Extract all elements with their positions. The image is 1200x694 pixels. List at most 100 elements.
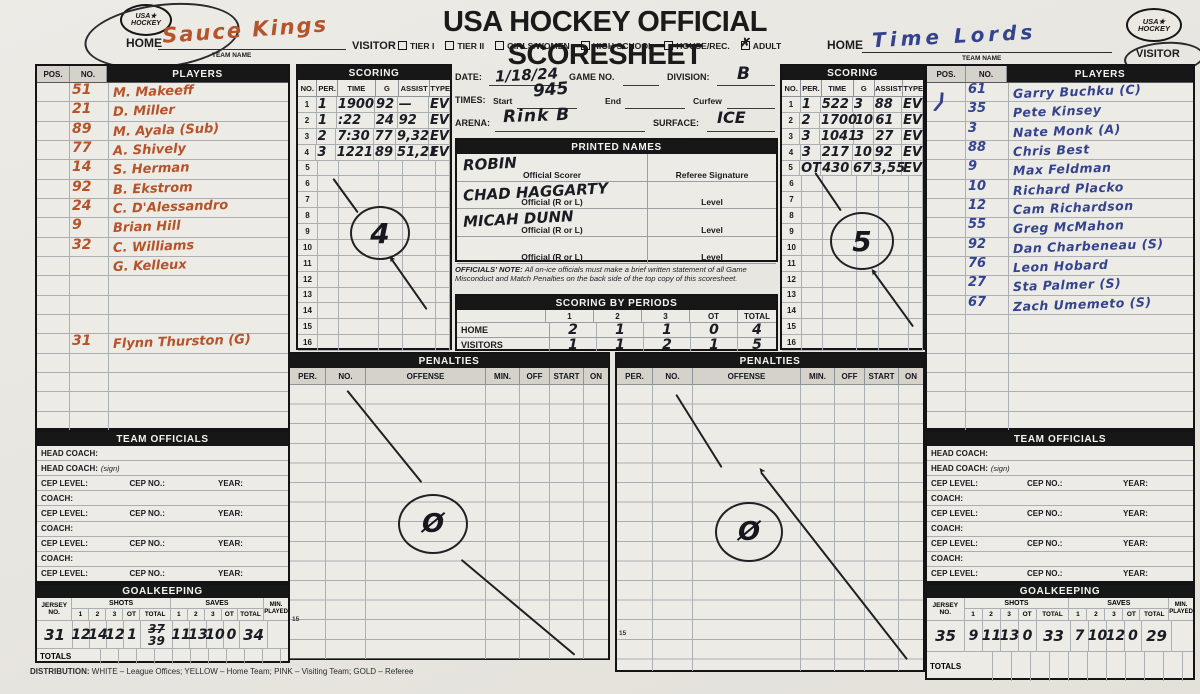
scoring-assist [403,176,436,192]
roster-row [37,372,288,393]
scoring-type: EV [430,128,450,144]
scoring-goal [857,335,879,350]
gk-col: 2 [187,609,205,621]
pen-col-header: MIN. [801,368,835,384]
scoring-col-header: TIME [338,80,376,96]
scoring-goal: 89 [374,144,397,160]
roster-pos-cell [927,353,966,372]
scoring-type [436,176,450,192]
referee-level-cell: Level [701,252,723,262]
scoring-row-number: 6 [782,176,802,192]
roster-pos-cell [927,295,966,314]
roster-number-cell: 89 [70,121,109,140]
officials-note-text: All on-ice officials must make a brief w… [455,265,747,284]
scoring-type [436,255,450,271]
sbp-visitors-p2: 1 [597,337,644,353]
scoring-period [802,303,823,319]
scoring-time: 1221 [336,144,374,160]
scoring-type: EV [430,112,450,128]
visitor-team-officials: TEAM OFFICIALS HEAD COACH: HEAD COACH: (s… [925,430,1195,583]
scoring-type [909,335,923,350]
scoring-period [318,271,339,287]
scoring-row: 6 [298,176,450,193]
period-col: 1 [546,310,594,322]
gk-jersey-value: 31 [37,621,73,648]
scoring-col-header: PER. [317,80,338,96]
scoring-period [802,271,823,287]
coach-row: COACH: [927,552,1193,567]
roster-pos-cell [37,179,70,198]
scoring-assist [403,335,436,350]
start-value: 945 [532,78,570,102]
scoring-assist: 92 [874,144,903,160]
scoring-period: 1 [317,112,337,128]
roster-number-cell: 76 [966,256,1009,276]
roster-row: 61 Garry Buchku (C) [927,82,1193,103]
checkbox-x-mark: ✗ [738,34,752,51]
scoring-assist: 88 [874,97,903,112]
scoring-row: 12 [782,271,923,288]
category-checkbox-item: ✗ ADULT [739,34,781,51]
checkbox-label: TIER I [410,41,435,51]
scoring-type [909,239,923,255]
gk-totals-label: TOTALS [37,649,101,664]
visitor-team-underline [862,52,1112,53]
surface-label: SURFACE: [653,118,700,128]
pen-row15-label: 15 [619,630,627,637]
gk-col: 2 [982,609,1001,621]
cep-row: CEP LEVEL: CEP NO.: YEAR: [37,476,288,492]
scoring-type [436,160,450,176]
scoring-row: 2 2 1700 10 61 EV [782,112,924,129]
roster-pos-cell [37,218,70,237]
roster-pos-cell [37,160,70,179]
printed-names-title: PRINTED NAMES [457,140,776,154]
visitor-penalties-table: PENALTIES PER. NO. OFFENSE MIN. OFF STAR… [615,352,925,672]
scoring-row: 5 [298,160,450,177]
sbp-home-total: 4 [752,322,762,338]
game-info: DATE: 1/18/24 GAME NO. DIVISION: B TIMES… [455,64,778,136]
scoring-row-number: 14 [782,303,802,319]
sbp-home-p3: 1 [644,322,691,338]
scoring-col-header: TYPE [430,83,450,93]
pen-col-header: MIN. [486,368,520,384]
roster-pos-cell [927,179,966,198]
roster-pos-cell [927,102,966,121]
gk-jersey-value: 35 [927,621,965,651]
scoring-type [436,319,450,335]
scoring-goal [857,192,879,208]
gk-shots-p2: 14 [88,621,108,648]
roster-row: 32 C. Williams [37,237,288,257]
scoring-type [909,176,923,192]
scoring-row-number: 9 [298,224,318,239]
end-underline [625,88,685,109]
scoring-assist [403,208,436,223]
gk-saves-p3: 12 [1106,621,1125,651]
date-label: DATE: [455,72,482,82]
scoring-row-number: 10 [298,239,318,255]
gk-col: OT [1018,609,1037,621]
roster-number-cell: 55 [966,218,1009,237]
no-column-header: NO. [70,66,107,82]
scoring-by-periods-title: SCORING BY PERIODS [457,296,776,310]
roster-number-cell: 32 [70,237,109,256]
distribution-text: WHITE – League Offices; YELLOW – Home Te… [91,667,414,676]
scoring-assist [403,224,436,239]
gk-shots-p3: 12 [105,621,125,648]
coach-row: COACH: [927,491,1193,507]
players-column-header: PLAYERS [107,66,288,82]
checkbox-label: HIGH SCHOOL [592,41,654,51]
gk-saves-p1: 11 [171,621,191,648]
scoring-row-number: 16 [298,335,318,350]
curfew-underline [727,88,775,109]
scoring-assist: 27 [874,128,903,144]
scoring-by-periods: SCORING BY PERIODS 1 2 3 OT TOTAL HOME 2… [455,294,778,353]
scoring-type [909,319,923,335]
scoring-col-header: PER. [801,80,822,96]
scoring-assist [879,319,909,335]
scoring-row-number: 7 [298,192,318,208]
saves-header: SAVES [1069,598,1170,609]
scoring-period: OT [801,160,822,176]
roster-pos-cell [927,160,966,179]
scoring-row-number: 4 [782,144,801,160]
roster-row: 55 Greg McMahon [927,217,1193,238]
